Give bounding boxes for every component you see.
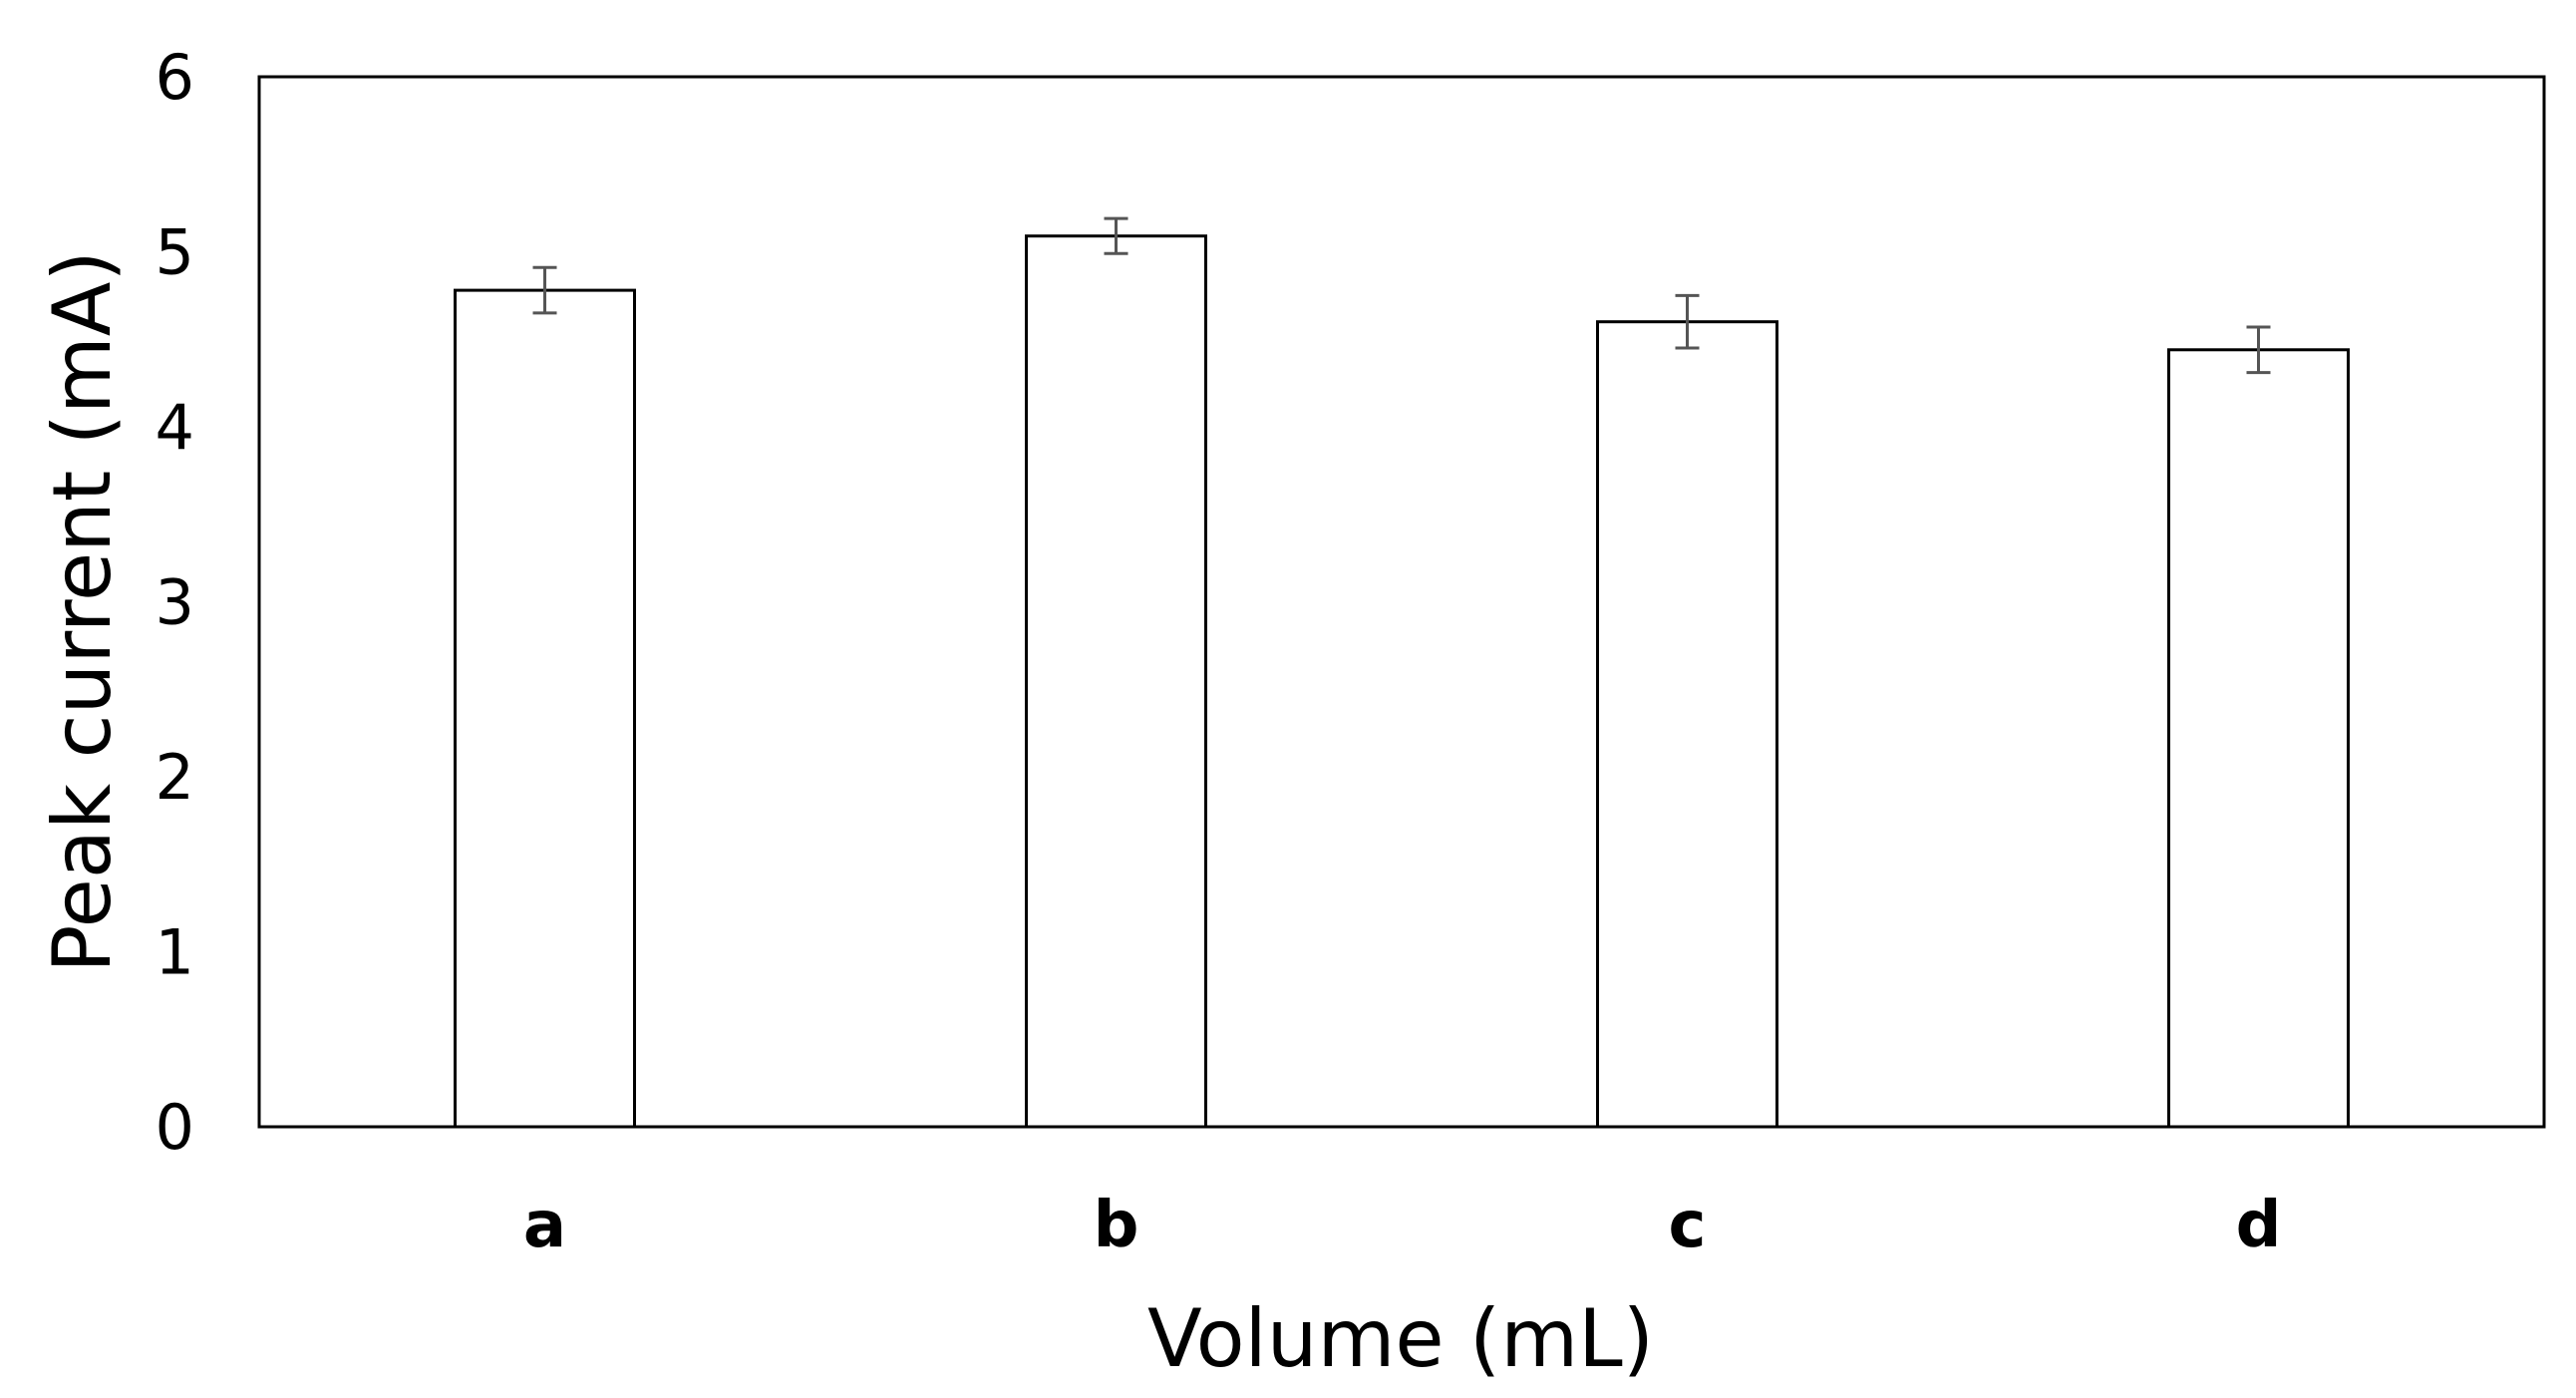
y-tick-label-4: 4 [156,391,194,464]
x-tick-label-a: a [523,1189,566,1262]
y-tick-label-0: 0 [156,1091,194,1164]
error-bar-d [2246,325,2271,375]
y-tick-label-5: 5 [156,216,194,289]
error-bar-c [1675,293,1700,350]
y-axis-title: Peak current (mA) [36,250,129,973]
x-tick-label-c: c [1669,1189,1707,1262]
bar-c [1596,320,1778,1129]
y-tick-label-1: 1 [156,916,194,989]
error-bar-b [1104,216,1128,255]
x-tick-label-b: b [1094,1189,1139,1262]
bar-d [2167,348,2350,1129]
x-axis-title: Volume (mL) [1147,1292,1654,1385]
x-axis-categories: a b c d [523,1189,2282,1262]
plot-area [257,75,2546,1129]
bar-a [454,288,636,1129]
plot-frame [257,75,2546,1129]
y-tick-label-2: 2 [156,741,194,814]
error-bar-a [532,265,557,315]
y-tick-label-3: 3 [156,566,194,639]
y-axis-ticks: 0 1 2 3 4 5 6 [156,41,194,1164]
bar-b [1025,234,1207,1129]
y-tick-label-6: 6 [156,41,194,114]
x-tick-label-d: d [2236,1189,2282,1262]
